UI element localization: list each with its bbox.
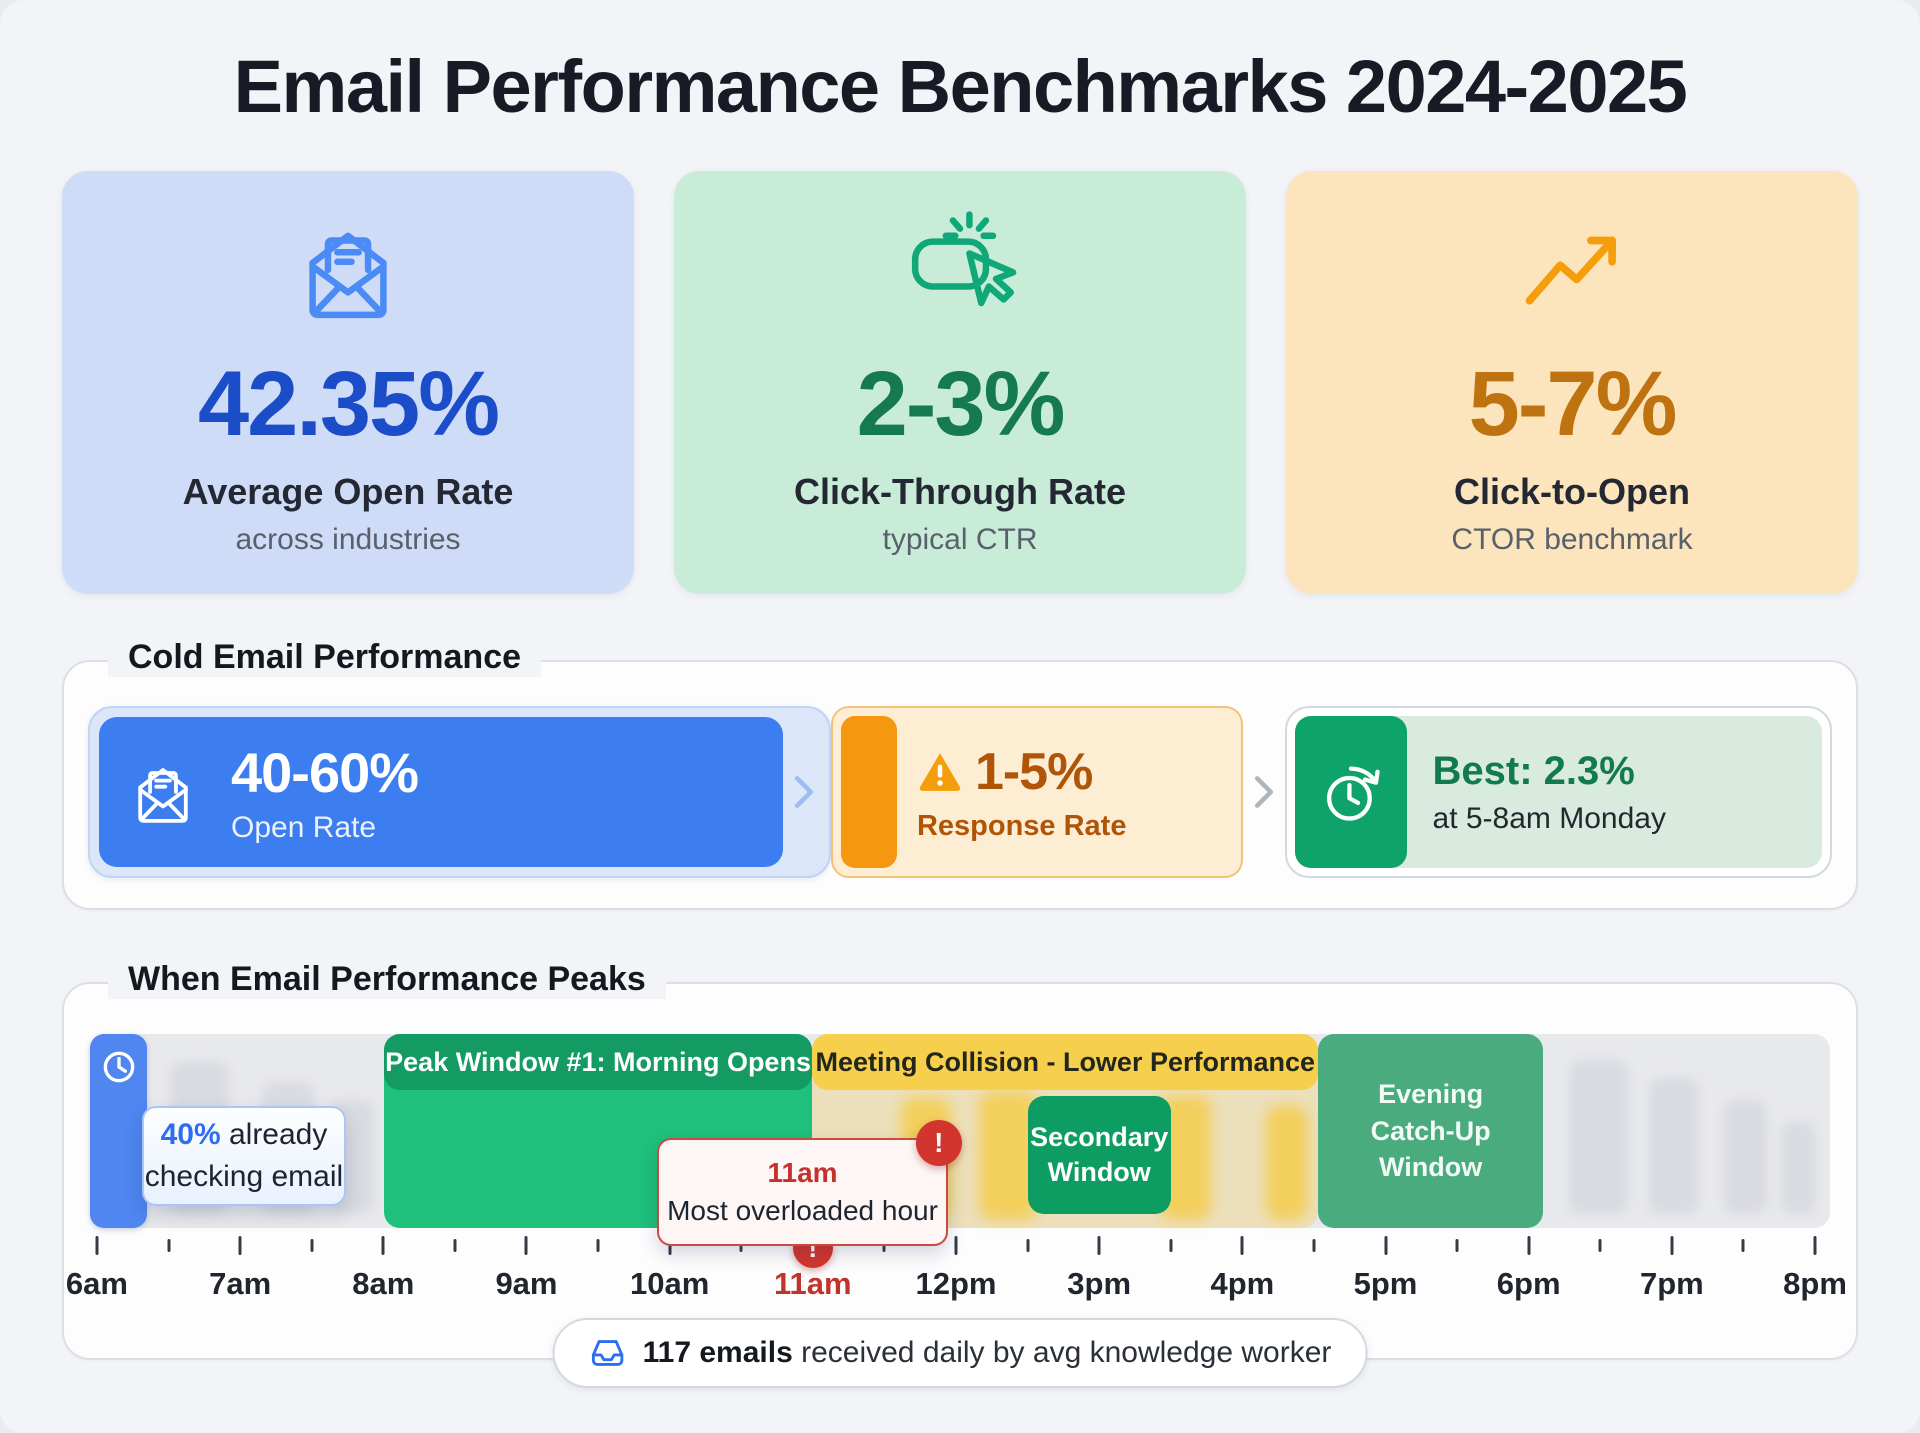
open-rate-pill: 40-60% Open Rate [99, 717, 783, 867]
stat-sublabel: across industries [235, 522, 461, 556]
stat-value: 2-3% [856, 353, 1066, 455]
axis-tick [1670, 1236, 1674, 1255]
best-time-value: Best: 2.3% [1432, 748, 1635, 793]
axis-label: 7am [209, 1266, 272, 1301]
axis-tick [167, 1239, 171, 1252]
stat-label: Click-to-Open [1453, 470, 1690, 512]
collision-label: Meeting Collision - Lower Performance [812, 1034, 1319, 1090]
axis-tick [1026, 1239, 1030, 1252]
axis-label: 6am [65, 1266, 128, 1301]
axis-label: 11am [774, 1266, 852, 1301]
stat-card-ctr: 2-3% Click-Through Rate typical CTR [674, 171, 1246, 594]
overloaded-hour-callout: 11am Most overloaded hour ! [657, 1120, 962, 1246]
axis-tick [524, 1236, 528, 1255]
morning-checking-percent: 40% [160, 1118, 221, 1151]
daily-emails-badge: 117 emails received daily by avg knowled… [552, 1318, 1368, 1388]
secondary-window: Secondary Window [1027, 1096, 1171, 1214]
axis-label: 6pm [1496, 1266, 1561, 1301]
axis-tick [1813, 1236, 1817, 1255]
stat-sublabel: typical CTR [882, 522, 1038, 556]
cold-email-section-title: Cold Email Performance [108, 638, 542, 677]
trending-up-icon [1525, 236, 1616, 305]
stats-row: 42.35% Average Open Rate across industri… [62, 171, 1858, 594]
open-envelope-icon [309, 232, 387, 319]
open-rate-label: Open Rate [231, 810, 377, 844]
morning-checking-callout: 40% already checking email [142, 1106, 346, 1206]
axis-tick [596, 1239, 600, 1252]
clock-history-icon [1326, 766, 1380, 821]
stat-label: Click-Through Rate [793, 470, 1126, 512]
axis-label: 8am [352, 1266, 415, 1301]
axis-tick [1741, 1239, 1745, 1252]
stat-sublabel: CTOR benchmark [1451, 522, 1693, 556]
axis-label: 8pm [1783, 1266, 1847, 1301]
cursor-click-icon [911, 211, 1017, 307]
axis-label: 9am [495, 1266, 558, 1301]
best-time-label: at 5-8am Monday [1432, 801, 1666, 835]
overloaded-hour-time: 11am [767, 1157, 838, 1188]
axis-tick [954, 1236, 958, 1255]
axis-label: 7pm [1639, 1266, 1704, 1301]
axis-tick [1097, 1236, 1101, 1255]
axis-label: 10am [629, 1266, 710, 1301]
axis-tick [1312, 1239, 1316, 1252]
axis-tick [238, 1236, 242, 1255]
response-rate-label: Response Rate [916, 809, 1127, 842]
axis-tick [381, 1236, 385, 1255]
response-rate-card: 1-5% Response Rate [830, 706, 1243, 878]
axis-label: 3pm [1067, 1266, 1132, 1301]
timeline: Peak Window #1: Morning Opens Meeting Co… [66, 1034, 1847, 1334]
stat-value: 5-7% [1468, 353, 1678, 455]
axis-tick [1169, 1239, 1173, 1252]
timeline-track: Peak Window #1: Morning Opens Meeting Co… [90, 1034, 1830, 1246]
cold-email-section: Cold Email Performance 40-60% Open Rate [62, 638, 1858, 910]
open-rate-card: 40-60% Open Rate [88, 706, 831, 878]
axis-label: 5pm [1353, 1266, 1418, 1301]
stat-card-ctor: 5-7% Click-to-Open CTOR benchmark [1286, 171, 1858, 594]
green-accent-block [1294, 716, 1407, 868]
axis-label: 12pm [915, 1266, 997, 1301]
peaks-section-title: When Email Performance Peaks [108, 960, 666, 999]
axis-tick [95, 1236, 99, 1255]
evening-window: Evening Catch-Up Window [1318, 1034, 1543, 1228]
peak-window-1-label: Peak Window #1: Morning Opens [384, 1034, 813, 1090]
axis-ticks [90, 1236, 1830, 1256]
stat-value: 42.35% [197, 353, 500, 455]
axis-tick [1240, 1236, 1244, 1255]
peaks-section: When Email Performance Peaks [62, 960, 1858, 1388]
open-envelope-icon [138, 768, 188, 823]
daily-emails-text: received daily by avg knowledge worker [801, 1336, 1332, 1369]
warning-triangle-icon [919, 752, 961, 791]
axis-label: 4pm [1210, 1266, 1275, 1301]
alert-icon: ! [915, 1120, 962, 1166]
axis-tick [1527, 1236, 1531, 1255]
best-time-card: Best: 2.3% at 5-8am Monday [1284, 706, 1832, 878]
axis-labels: 6am 7am 8am 9am 10am 11am 12pm 3pm 4pm 5pm 6pm 7pm 8… [66, 1266, 1847, 1306]
stat-label: Average Open Rate [182, 470, 514, 512]
open-rate-value: 40-60% [231, 740, 419, 804]
page-title: Email Performance Benchmarks 2024-2025 [233, 45, 1688, 128]
axis-tick [1384, 1236, 1387, 1255]
daily-emails-count: 117 emails [642, 1336, 793, 1369]
chevron-right-icon [1253, 775, 1275, 809]
response-rate-value: 1-5% [974, 742, 1093, 801]
stat-card-open-rate: 42.35% Average Open Rate across industri… [62, 171, 634, 594]
overloaded-hour-text: Most overloaded hour [667, 1195, 938, 1226]
inbox-icon [591, 1340, 624, 1366]
orange-accent-block [840, 716, 897, 868]
cold-email-flow: 40-60% Open Rate [88, 706, 1832, 878]
early-morning-marker [90, 1034, 148, 1228]
axis-tick [453, 1239, 457, 1252]
chevron-right-icon [793, 775, 815, 809]
clock-icon [103, 1051, 135, 1083]
morning-checking-text: already checking email [144, 1118, 344, 1193]
axis-tick [1598, 1239, 1602, 1252]
axis-tick [310, 1239, 314, 1252]
axis-tick [1455, 1239, 1459, 1252]
